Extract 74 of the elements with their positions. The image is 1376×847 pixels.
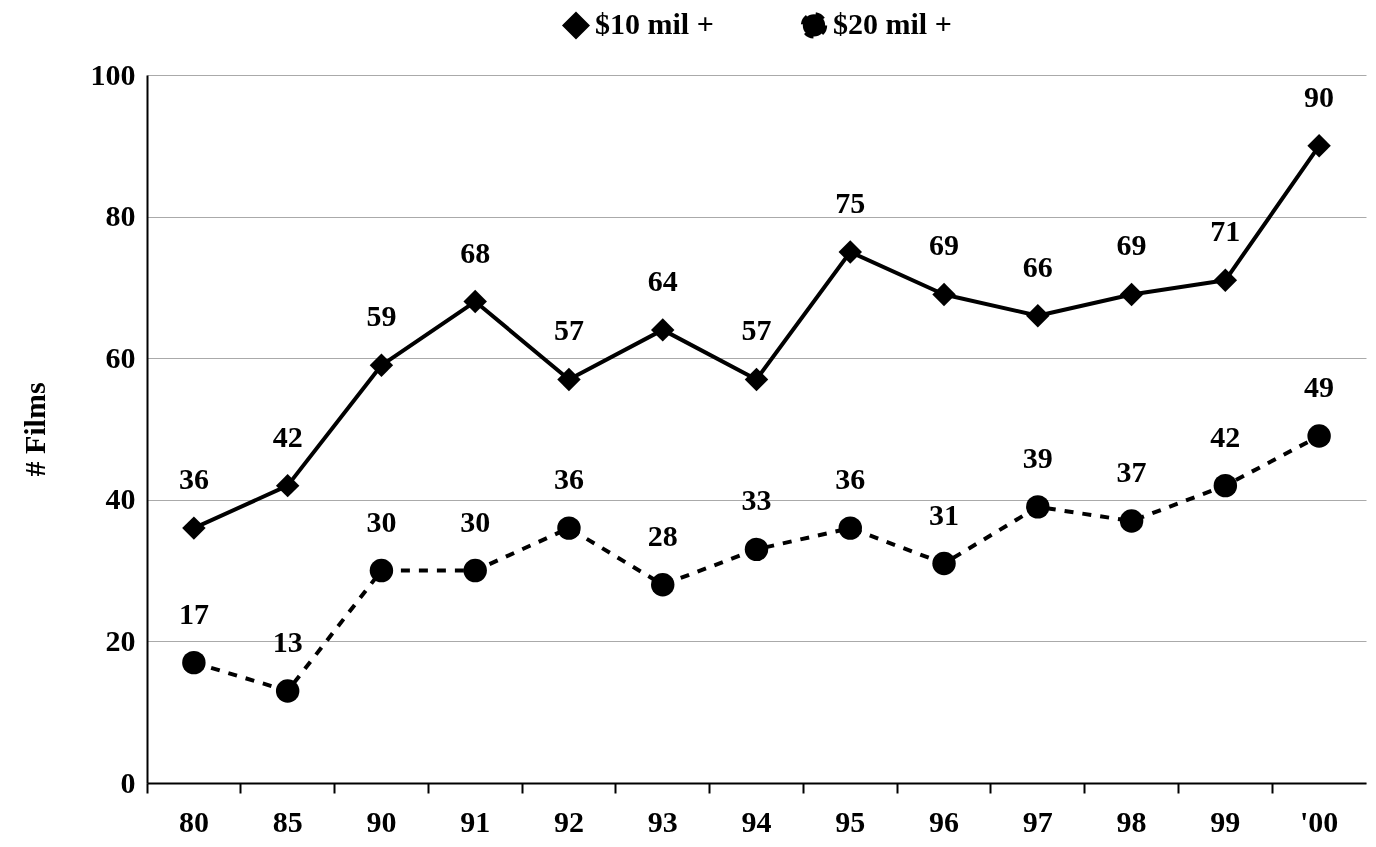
y-tick-label: 0 — [120, 765, 136, 799]
x-tick-label: 99 — [1210, 804, 1241, 838]
data-label: 13 — [272, 624, 303, 658]
y-tick-label: 20 — [105, 623, 136, 657]
y-tick-label: 80 — [105, 199, 136, 233]
point — [463, 558, 487, 583]
point — [932, 551, 956, 576]
point — [651, 318, 675, 342]
point — [369, 353, 394, 378]
x-tick-label: 96 — [929, 804, 960, 838]
x-tick-label: 92 — [553, 804, 584, 838]
point — [1119, 509, 1144, 533]
data-label: 39 — [1022, 440, 1053, 474]
data-label: 68 — [460, 235, 491, 269]
x-tick-label: '00 — [1299, 804, 1339, 838]
data-label: 42 — [272, 419, 303, 453]
data-label: 37 — [1116, 455, 1147, 489]
legend-label: $10 mil + — [595, 7, 714, 41]
data-label: 69 — [929, 228, 960, 262]
x-tick-label: 98 — [1116, 804, 1147, 838]
point — [1026, 495, 1050, 519]
data-label: 90 — [1304, 79, 1335, 113]
y-tick-label: 60 — [105, 340, 136, 374]
point — [1307, 424, 1331, 448]
data-label: 36 — [553, 462, 584, 496]
x-tick-label: 95 — [835, 804, 866, 838]
data-label: 69 — [1116, 228, 1147, 262]
data-label: 33 — [741, 483, 772, 517]
y-axis-title: # Films — [17, 382, 51, 477]
data-label: 28 — [647, 518, 678, 552]
point — [838, 240, 862, 264]
data-label: 31 — [929, 497, 960, 531]
point — [557, 516, 581, 540]
point — [369, 558, 394, 583]
point — [557, 367, 581, 392]
data-label: 30 — [366, 504, 397, 538]
point — [1213, 268, 1238, 293]
point — [744, 537, 769, 562]
point — [275, 473, 300, 498]
data-label: 17 — [178, 596, 209, 630]
x-tick-label: 91 — [460, 804, 491, 838]
y-tick-label: 40 — [105, 482, 136, 516]
point — [1119, 282, 1144, 307]
data-label: 64 — [647, 263, 678, 297]
data-label: 30 — [460, 504, 491, 538]
x-tick-label: 94 — [741, 804, 772, 838]
data-label: 36 — [835, 462, 866, 496]
point — [1307, 134, 1331, 158]
point — [275, 679, 300, 703]
point — [932, 282, 956, 307]
x-tick-label: 80 — [178, 804, 209, 838]
point — [744, 367, 769, 392]
point — [651, 573, 675, 597]
data-label: 36 — [178, 462, 209, 496]
y-tick-label: 100 — [90, 57, 136, 91]
legend-label: $20 mil + — [833, 7, 952, 41]
data-label: 57 — [741, 313, 772, 347]
x-tick-label: 90 — [366, 804, 397, 838]
data-label: 66 — [1022, 249, 1053, 283]
x-tick-label: 97 — [1022, 804, 1053, 838]
x-tick-label: 85 — [272, 804, 303, 838]
point — [1213, 473, 1238, 498]
data-label: 71 — [1210, 214, 1241, 248]
point — [182, 650, 206, 675]
point — [463, 289, 487, 314]
data-label: 57 — [553, 313, 584, 347]
x-tick-label: 93 — [647, 804, 678, 838]
point — [1026, 303, 1050, 328]
point — [182, 516, 206, 540]
data-label: 42 — [1210, 419, 1241, 453]
point — [838, 516, 862, 540]
data-label: 75 — [835, 186, 866, 219]
data-label: 49 — [1304, 370, 1335, 404]
data-label: 59 — [366, 299, 397, 333]
